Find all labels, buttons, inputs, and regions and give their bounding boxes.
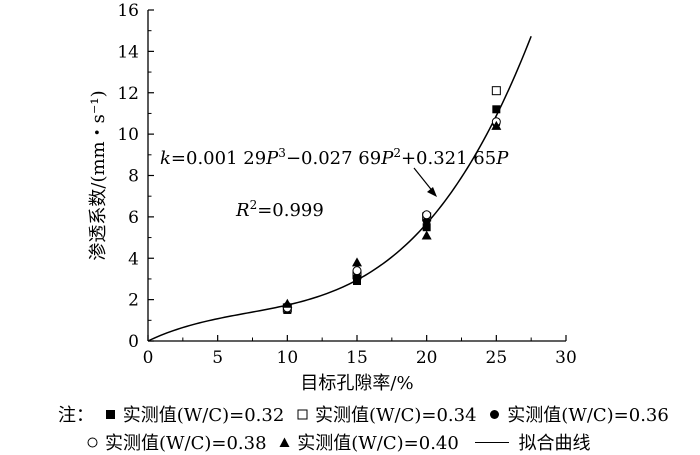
- legend-line: [474, 441, 509, 443]
- y-tick-label: 10: [117, 125, 139, 145]
- point-open-square: [491, 86, 501, 96]
- point-filled-triangle: [421, 230, 432, 240]
- y-tick-label: 0: [128, 332, 139, 352]
- x-tick-label: 15: [346, 348, 368, 368]
- y-tick-label: 2: [128, 291, 139, 311]
- point-filled-triangle: [282, 298, 293, 308]
- point-filled-square: [353, 277, 361, 286]
- y-tick-label: 6: [128, 208, 139, 228]
- legend-marker-open-circle: [86, 436, 99, 449]
- y-tick-label: 8: [128, 167, 139, 187]
- x-tick-label: 20: [416, 348, 438, 368]
- legend-label: 实测值(W/C)=0.36: [507, 405, 669, 426]
- legend-marker-open-square: [296, 408, 309, 421]
- point-filled-square: [492, 105, 501, 114]
- legend-item-wc038: 实测值(W/C)=0.38: [86, 429, 267, 455]
- legend-item-wc040: 实测值(W/C)=0.40: [278, 429, 459, 455]
- legend-note-prefix: 注：: [58, 405, 94, 426]
- legend-row-1: 注： 实测值(W/C)=0.32 实测值(W/C)=0.34 实测值(W/C)=…: [58, 401, 675, 426]
- point-filled-square: [422, 223, 431, 232]
- legend-item-wc032: 实测值(W/C)=0.32: [104, 401, 285, 427]
- legend-marker-filled-square: [104, 408, 117, 421]
- point-filled-circle: [422, 217, 431, 226]
- legend-item-wc036: 实测值(W/C)=0.36: [488, 401, 669, 427]
- x-tick-label: 10: [277, 348, 299, 368]
- legend-label: 实测值(W/C)=0.40: [297, 433, 459, 454]
- fit-curve-group: [147, 35, 532, 342]
- legend-marker-filled-triangle: [278, 436, 291, 449]
- legend-item-wc034: 实测值(W/C)=0.34: [296, 401, 477, 427]
- point-open-circle: [352, 266, 362, 276]
- equation-annotation: k=0.001 29P3−0.027 69P2+0.321 65P: [160, 146, 509, 169]
- data-points: [282, 86, 502, 314]
- x-axis-label: 目标孔隙率/%: [300, 373, 413, 394]
- axes: 0 5 10 15 20 25 30 0 2 4 6 8 10 12 14 16 目标孔隙率/% 渗透系数/(mm…: [88, 1, 577, 394]
- equation-arrow: [413, 167, 437, 197]
- legend-row-2: 实测值(W/C)=0.38 实测值(W/C)=0.40 拟合曲线: [58, 429, 597, 454]
- y-tick-label: 16: [117, 1, 139, 21]
- fit-curve-line: [147, 35, 532, 342]
- y-tick-label: 4: [128, 249, 139, 269]
- y-tick-label: 14: [117, 42, 139, 62]
- x-tick-label: 25: [486, 348, 508, 368]
- legend-label: 实测值(W/C)=0.38: [105, 433, 267, 454]
- r2-annotation: R2=0.999: [235, 198, 324, 221]
- legend-label: 实测值(W/C)=0.32: [122, 405, 285, 426]
- y-tick-label: 12: [117, 84, 139, 104]
- y-axis-label: 渗透系数/(mm・s⁻¹): [88, 90, 109, 260]
- point-filled-triangle: [491, 120, 502, 130]
- legend-item-fit-curve: 拟合曲线: [471, 429, 591, 455]
- x-tick-label: 0: [143, 348, 154, 368]
- point-filled-circle: [353, 272, 361, 281]
- legend-label: 实测值(W/C)=0.34: [315, 405, 477, 426]
- point-filled-triangle: [352, 257, 362, 267]
- x-tick-label: 30: [555, 348, 577, 368]
- point-open-circle: [422, 210, 432, 220]
- legend-label: 拟合曲线: [518, 433, 591, 454]
- x-tick-label: 5: [212, 348, 223, 368]
- legend-marker-filled-circle: [488, 408, 501, 421]
